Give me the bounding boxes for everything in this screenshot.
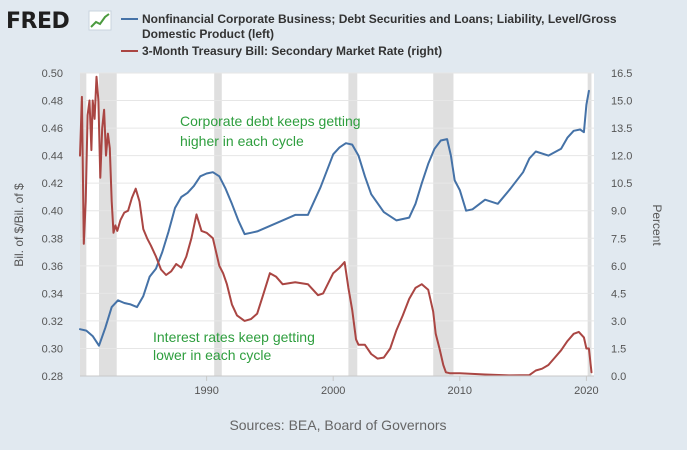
fred-chart-icon — [88, 10, 112, 31]
annotation-debt-line2: higher in each cycle — [180, 133, 304, 149]
y-tick-left: 0.48 — [42, 96, 63, 108]
x-tick-label: 1990 — [194, 385, 218, 397]
legend-label-debt-line2: Domestic Product (left) — [142, 27, 274, 41]
fred-logo-text: FRED — [6, 9, 69, 34]
y-tick-left: 0.32 — [42, 316, 63, 328]
y-tick-right: 1.5 — [611, 343, 626, 355]
y-tick-left: 0.38 — [42, 233, 63, 245]
recession-band — [348, 73, 358, 376]
y-tick-left: 0.42 — [42, 178, 63, 190]
y-tick-right: 4.5 — [611, 288, 626, 300]
y-tick-left: 0.46 — [42, 123, 63, 135]
recession-band — [98, 73, 117, 376]
x-tick-label: 2010 — [448, 385, 472, 397]
y-tick-left: 0.50 — [42, 68, 63, 80]
legend-label-debt-line1: Nonfinancial Corporate Business; Debt Se… — [142, 12, 617, 26]
y-tick-right: 10.5 — [611, 178, 632, 190]
annotation-rates-line1: Interest rates keep getting — [153, 329, 315, 345]
y-tick-right: 0.0 — [611, 371, 626, 383]
y-tick-right: 15.0 — [611, 96, 632, 108]
y-tick-left: 0.36 — [42, 261, 63, 273]
y-tick-right: 12.0 — [611, 151, 632, 163]
legend-label-tbill: 3-Month Treasury Bill: Secondary Market … — [142, 44, 442, 58]
y-tick-right: 13.5 — [611, 123, 632, 135]
fred-logo[interactable]: FRED — [6, 9, 112, 34]
recession-band — [214, 73, 222, 376]
y-tick-left: 0.34 — [42, 288, 63, 300]
x-tick-label: 2020 — [574, 385, 598, 397]
y-tick-left: 0.40 — [42, 206, 63, 218]
y-tick-right: 7.5 — [611, 233, 626, 245]
y-axis-right-label: Percent — [650, 204, 664, 246]
y-tick-right: 16.5 — [611, 68, 632, 80]
y-tick-right: 3.0 — [611, 316, 626, 328]
plot-area — [80, 73, 594, 376]
x-tick-label: 2000 — [321, 385, 345, 397]
recession-band — [587, 73, 592, 376]
y-tick-left: 0.30 — [42, 343, 63, 355]
annotation-debt-line1: Corporate debt keeps getting — [180, 113, 361, 129]
legend: Nonfinancial Corporate Business; Debt Se… — [121, 12, 617, 58]
y-tick-right: 9.0 — [611, 206, 626, 218]
annotation-rates-line2: lower in each cycle — [153, 347, 271, 363]
y-tick-right: 6.0 — [611, 261, 626, 273]
y-tick-left: 0.28 — [42, 371, 63, 383]
source-note: Sources: BEA, Board of Governors — [229, 417, 446, 433]
y-tick-left: 0.44 — [42, 151, 63, 163]
series-line-tbill-rate — [79, 75, 593, 377]
y-axis-left-label: Bil. of $/Bil. of $ — [12, 183, 26, 267]
series-line-corporate-debt — [79, 89, 590, 347]
